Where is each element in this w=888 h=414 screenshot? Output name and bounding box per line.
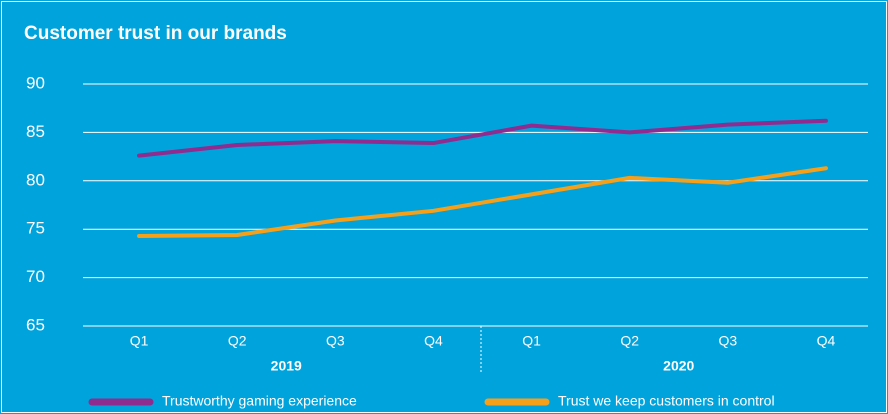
- x-tick-label: Q2: [620, 333, 639, 349]
- legend-label: Trust we keep customers in control: [558, 393, 775, 409]
- y-tick-label: 85: [26, 122, 45, 141]
- series-line: [137, 166, 828, 238]
- x-tick-label: Q3: [326, 333, 345, 349]
- x-tick-label: Q1: [130, 333, 149, 349]
- y-tick-label: 75: [26, 219, 45, 238]
- group-label: 2019: [271, 358, 302, 374]
- x-tick-label: Q2: [228, 333, 247, 349]
- x-tick-label: Q4: [424, 333, 443, 349]
- y-tick-label: 90: [26, 73, 45, 92]
- group-label: 2020: [663, 358, 694, 374]
- y-tick-label: 70: [26, 267, 45, 286]
- series-line: [137, 118, 828, 158]
- chart-title: Customer trust in our brands: [24, 23, 287, 44]
- x-tick-label: Q1: [522, 333, 541, 349]
- y-tick-label: 80: [26, 170, 45, 189]
- y-tick-label: 65: [26, 315, 45, 334]
- x-tick-label: Q3: [718, 333, 737, 349]
- legend-label: Trustworthy gaming experience: [162, 393, 357, 409]
- x-tick-label: Q4: [817, 333, 836, 349]
